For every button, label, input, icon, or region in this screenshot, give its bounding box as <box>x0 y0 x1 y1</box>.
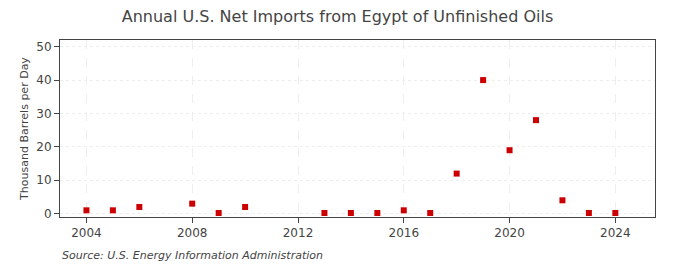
svg-text:2004: 2004 <box>71 226 102 240</box>
svg-text:2012: 2012 <box>283 226 314 240</box>
svg-text:Thousand Barrels per Day: Thousand Barrels per Day <box>18 57 31 201</box>
svg-text:Annual U.S. Net Imports from E: Annual U.S. Net Imports from Egypt of Un… <box>122 7 554 26</box>
svg-text:2016: 2016 <box>389 226 420 240</box>
svg-text:2008: 2008 <box>177 226 208 240</box>
svg-text:0: 0 <box>44 207 52 221</box>
svg-text:2020: 2020 <box>494 226 525 240</box>
svg-text:Source: U.S. Energy Informatio: Source: U.S. Energy Information Administ… <box>62 249 323 262</box>
svg-text:2024: 2024 <box>600 226 631 240</box>
svg-text:40: 40 <box>36 73 51 87</box>
svg-text:30: 30 <box>36 107 51 121</box>
svg-text:20: 20 <box>36 140 51 154</box>
svg-text:50: 50 <box>36 40 51 54</box>
svg-text:10: 10 <box>36 173 51 187</box>
